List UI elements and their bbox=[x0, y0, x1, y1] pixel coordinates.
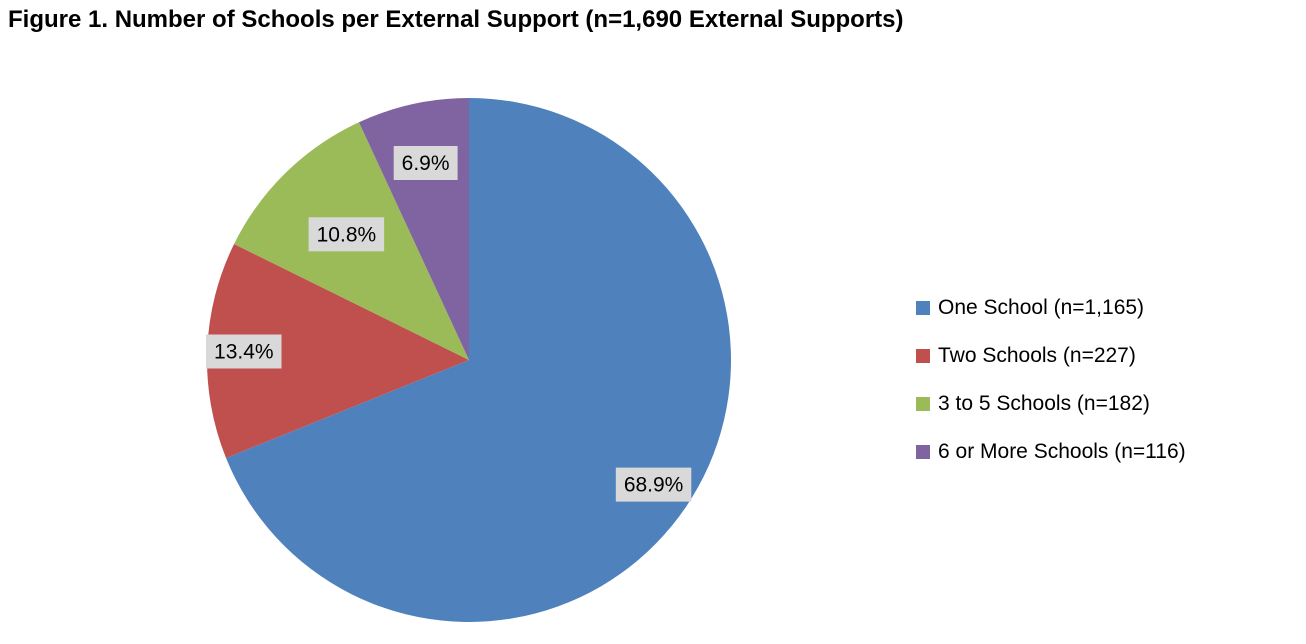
legend-label: 6 or More Schools (n=116) bbox=[938, 440, 1186, 463]
pie-slice bbox=[207, 244, 469, 458]
legend-label: 3 to 5 Schools (n=182) bbox=[938, 392, 1150, 415]
legend-swatch bbox=[916, 301, 930, 315]
slice-data-label: 6.9% bbox=[393, 146, 458, 180]
chart-legend: One School (n=1,165) Two Schools (n=227) 3… bbox=[916, 296, 1186, 488]
svg-text:68.9%: 68.9% bbox=[624, 474, 684, 497]
legend-item: One School (n=1,165) bbox=[916, 296, 1186, 320]
figure-title: Figure 1. Number of Schools per External… bbox=[8, 6, 904, 33]
legend-label: Two Schools (n=227) bbox=[938, 344, 1136, 367]
svg-text:10.8%: 10.8% bbox=[317, 223, 377, 246]
legend-swatch bbox=[916, 445, 930, 459]
legend-item: 3 to 5 Schools (n=182) bbox=[916, 392, 1186, 416]
svg-text:13.4%: 13.4% bbox=[214, 341, 274, 364]
slice-data-label: 13.4% bbox=[206, 334, 282, 369]
svg-text:6.9%: 6.9% bbox=[402, 152, 450, 175]
legend-swatch bbox=[916, 349, 930, 363]
slice-data-label: 68.9% bbox=[615, 467, 692, 502]
legend-label: One School (n=1,165) bbox=[938, 296, 1145, 319]
legend-swatch bbox=[916, 397, 930, 411]
legend-item: Two Schools (n=227) bbox=[916, 344, 1186, 368]
legend-item: 6 or More Schools (n=116) bbox=[916, 440, 1186, 464]
pie-slice bbox=[226, 98, 731, 622]
slice-data-label: 10.8% bbox=[308, 217, 385, 252]
